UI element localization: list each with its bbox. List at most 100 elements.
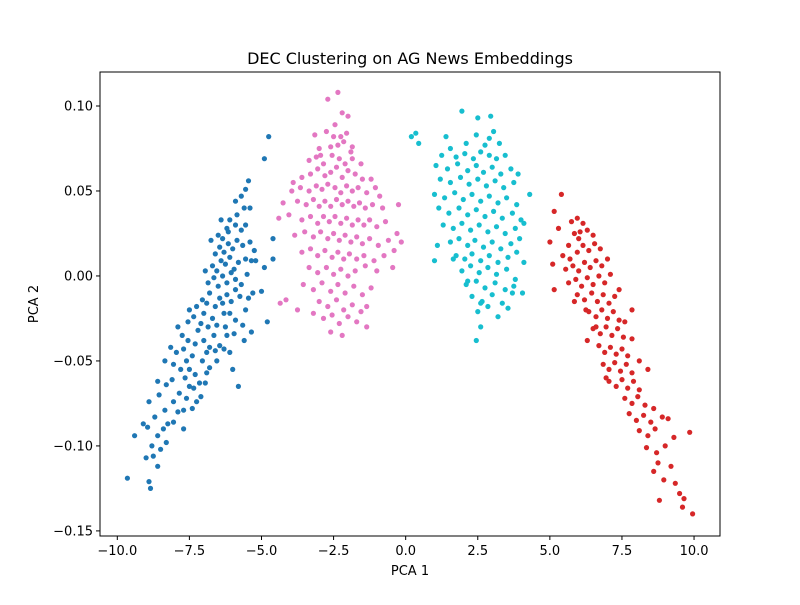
data-point: [333, 164, 340, 170]
data-point: [495, 200, 501, 206]
data-point: [150, 453, 156, 459]
data-point: [326, 219, 332, 225]
data-point: [220, 236, 226, 242]
data-point: [655, 460, 661, 466]
data-point: [352, 268, 358, 274]
data-point: [270, 256, 276, 262]
data-point: [606, 366, 612, 372]
data-point: [156, 392, 162, 398]
data-point: [476, 270, 482, 276]
data-point: [547, 239, 553, 245]
data-point: [163, 382, 169, 388]
data-point: [264, 319, 270, 325]
data-point: [590, 281, 596, 288]
data-point: [486, 253, 492, 259]
data-point: [232, 198, 239, 204]
series-3: [547, 191, 696, 517]
data-point: [194, 399, 200, 405]
data-point: [178, 366, 184, 372]
data-point: [286, 212, 292, 218]
data-point: [459, 268, 465, 274]
data-point: [234, 237, 240, 243]
data-point: [597, 246, 603, 252]
data-point: [244, 271, 250, 277]
data-point: [472, 237, 478, 243]
data-point: [509, 210, 515, 216]
data-point: [480, 169, 487, 175]
data-point: [599, 263, 605, 269]
data-point: [452, 190, 458, 196]
data-point: [470, 156, 476, 162]
data-point: [586, 247, 592, 254]
data-point: [501, 185, 507, 191]
data-point: [181, 407, 187, 413]
data-point: [355, 217, 361, 223]
data-point: [300, 281, 306, 288]
data-point: [394, 230, 400, 237]
data-point: [145, 424, 151, 430]
x-tick-label: −5.0: [246, 544, 278, 559]
data-point: [335, 281, 341, 288]
data-point: [170, 361, 177, 367]
data-point: [679, 504, 686, 510]
data-point: [447, 239, 453, 245]
data-point: [168, 344, 174, 350]
data-point: [227, 349, 233, 355]
data-point: [475, 176, 481, 182]
data-point: [218, 258, 224, 264]
data-point: [604, 256, 611, 262]
data-point: [204, 349, 210, 355]
data-point: [581, 259, 588, 265]
data-point: [518, 217, 524, 223]
data-point: [489, 292, 495, 298]
data-point: [299, 249, 305, 255]
data-point: [146, 399, 152, 405]
data-point: [574, 292, 580, 298]
data-point: [636, 428, 642, 434]
data-point: [209, 315, 216, 321]
data-point: [315, 270, 321, 276]
data-point: [225, 241, 231, 247]
data-point: [527, 191, 533, 197]
data-point: [508, 241, 514, 247]
data-point: [251, 247, 257, 254]
data-point: [344, 183, 350, 189]
data-point: [502, 230, 508, 237]
data-point: [359, 176, 365, 182]
data-point: [468, 227, 474, 233]
data-point: [580, 242, 586, 248]
data-point: [504, 266, 510, 272]
data-point: [571, 230, 578, 237]
data-point: [381, 253, 387, 259]
data-point: [335, 142, 341, 148]
data-point: [310, 196, 316, 203]
data-point: [312, 132, 318, 138]
data-point: [512, 225, 518, 231]
data-point: [681, 496, 687, 502]
data-point: [629, 400, 635, 406]
data-point: [462, 256, 468, 262]
x-axis: −10.0 −7.5 −5.0 −2.5 0.0 2.5 5.0 7.5 10.0: [97, 536, 709, 559]
data-point: [211, 332, 217, 338]
data-point: [587, 264, 593, 271]
x-tick-label: 0.0: [395, 544, 416, 559]
data-point: [385, 237, 391, 243]
data-point: [581, 297, 588, 303]
data-point: [307, 171, 314, 177]
data-point: [488, 113, 494, 119]
data-point: [369, 202, 376, 208]
data-point: [610, 309, 616, 315]
data-point: [338, 190, 344, 196]
data-point: [596, 343, 602, 349]
data-point: [641, 412, 647, 418]
data-point: [558, 191, 565, 197]
data-point: [431, 258, 438, 264]
data-point: [499, 215, 505, 221]
data-point: [294, 198, 301, 204]
data-point: [354, 319, 360, 325]
data-point: [594, 298, 601, 305]
data-point: [247, 205, 253, 211]
data-point: [551, 208, 557, 214]
data-point: [566, 242, 572, 248]
